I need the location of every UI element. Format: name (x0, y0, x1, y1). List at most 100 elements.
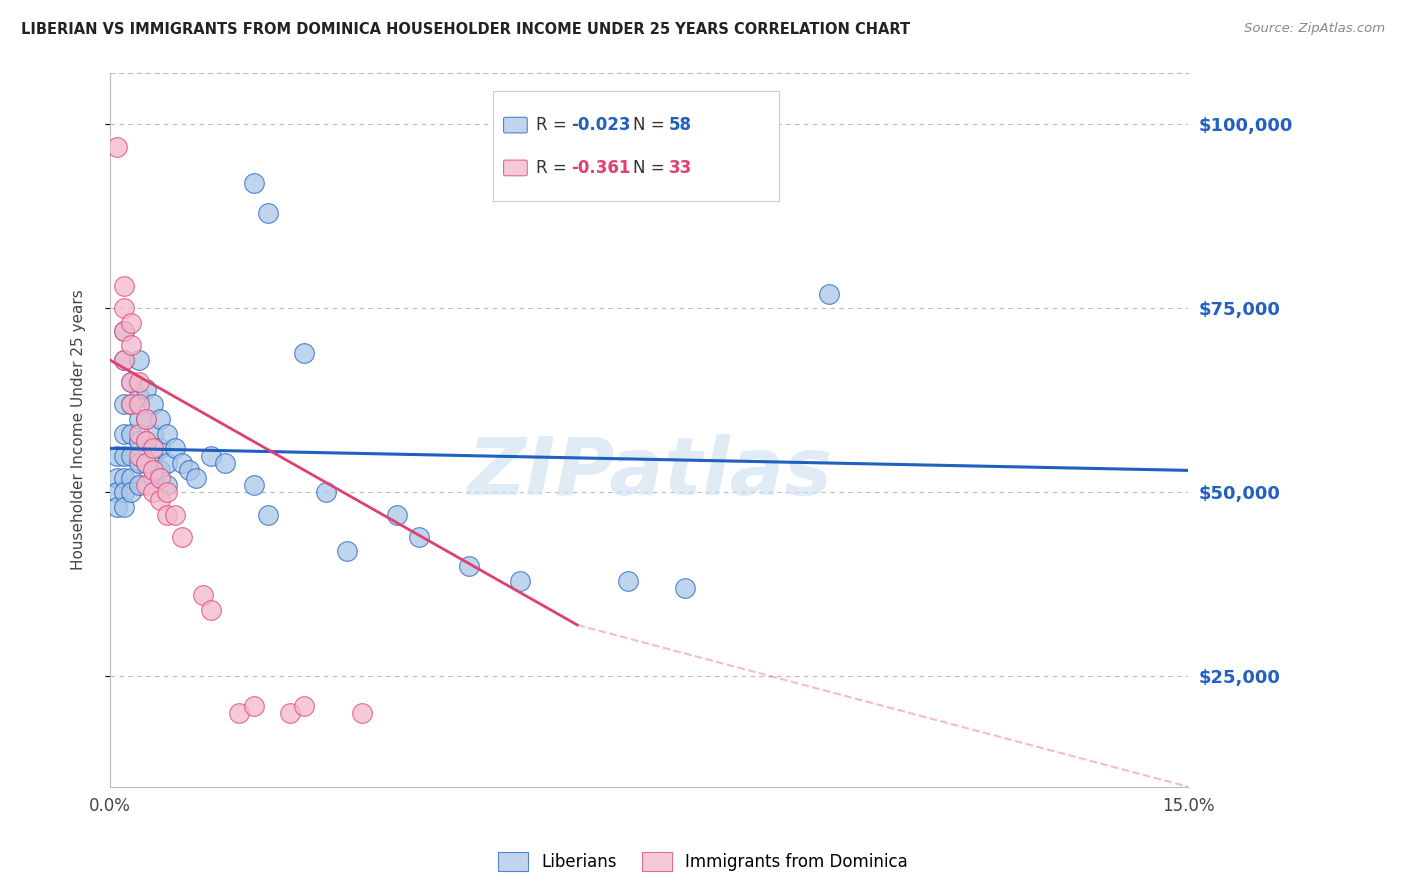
Point (257, 508, 280, 522)
Point (120, 375, 142, 389)
Point (458, 559, 481, 574)
Point (177, 463, 200, 477)
Point (128, 426, 150, 441)
Point (142, 442, 165, 456)
Point (257, 206, 280, 220)
Point (156, 478, 179, 492)
Point (120, 397, 142, 411)
Point (105, 485, 128, 500)
Point (128, 397, 150, 411)
Point (135, 434, 157, 448)
Point (120, 471, 142, 485)
Point (120, 397, 142, 411)
Point (163, 442, 186, 456)
Point (315, 485, 337, 500)
Point (128, 449, 150, 463)
Point (408, 530, 430, 544)
Point (200, 449, 222, 463)
Point (509, 574, 531, 588)
Point (112, 485, 135, 500)
Point (242, 698, 264, 713)
Point (135, 383, 157, 397)
Point (278, 706, 301, 721)
Text: N =: N = (633, 159, 669, 177)
Point (149, 442, 172, 456)
Point (336, 544, 359, 558)
Point (135, 412, 157, 426)
Text: N =: N = (633, 116, 669, 134)
Point (112, 324, 135, 338)
Text: 33: 33 (669, 159, 692, 177)
Point (186, 471, 208, 485)
Text: R =: R = (536, 159, 572, 177)
Text: ZIPatlas: ZIPatlas (467, 434, 832, 512)
Point (156, 456, 179, 470)
Text: -0.361: -0.361 (571, 159, 631, 177)
Text: R =: R = (536, 116, 572, 134)
Point (112, 279, 135, 293)
Point (120, 338, 142, 352)
Point (142, 485, 165, 500)
Point (112, 353, 135, 368)
Point (142, 463, 165, 477)
Point (673, 581, 696, 595)
Point (135, 456, 157, 470)
Point (149, 412, 172, 426)
Point (105, 471, 128, 485)
Point (128, 478, 150, 492)
Point (120, 375, 142, 389)
Point (112, 301, 135, 316)
Point (112, 324, 135, 338)
Point (214, 456, 236, 470)
FancyBboxPatch shape (503, 117, 527, 133)
Point (616, 574, 638, 588)
Point (112, 500, 135, 515)
Point (149, 471, 172, 485)
Point (128, 434, 150, 448)
FancyBboxPatch shape (492, 91, 779, 202)
Point (142, 449, 165, 463)
Point (120, 426, 142, 441)
Point (242, 177, 264, 191)
FancyBboxPatch shape (503, 160, 527, 176)
Text: 58: 58 (669, 116, 692, 134)
Point (128, 390, 150, 404)
Y-axis label: Householder Income Under 25 years: Householder Income Under 25 years (72, 290, 86, 570)
Point (170, 530, 193, 544)
Point (163, 508, 186, 522)
Point (128, 375, 150, 389)
Point (135, 412, 157, 426)
Point (818, 286, 841, 301)
Point (120, 449, 142, 463)
Point (142, 471, 165, 485)
Text: -0.023: -0.023 (571, 116, 631, 134)
Point (112, 353, 135, 368)
Point (142, 426, 165, 441)
Point (112, 397, 135, 411)
Point (193, 589, 215, 603)
Point (387, 508, 409, 522)
Text: LIBERIAN VS IMMIGRANTS FROM DOMINICA HOUSEHOLDER INCOME UNDER 25 YEARS CORRELATI: LIBERIAN VS IMMIGRANTS FROM DOMINICA HOU… (21, 22, 910, 37)
Point (156, 485, 179, 500)
Point (142, 397, 165, 411)
Point (112, 449, 135, 463)
Point (292, 698, 315, 713)
Point (156, 508, 179, 522)
Point (149, 463, 172, 477)
Point (149, 492, 172, 507)
Point (200, 603, 222, 617)
Point (350, 706, 373, 721)
Point (112, 426, 135, 441)
Point (156, 426, 179, 441)
Point (292, 345, 315, 359)
Point (105, 139, 128, 153)
Text: Source: ZipAtlas.com: Source: ZipAtlas.com (1244, 22, 1385, 36)
Point (128, 412, 150, 426)
Legend: Liberians, Immigrants from Dominica: Liberians, Immigrants from Dominica (489, 843, 917, 880)
Point (135, 456, 157, 470)
Point (105, 449, 128, 463)
Point (228, 706, 250, 721)
Point (112, 471, 135, 485)
Point (135, 434, 157, 448)
Point (242, 478, 264, 492)
